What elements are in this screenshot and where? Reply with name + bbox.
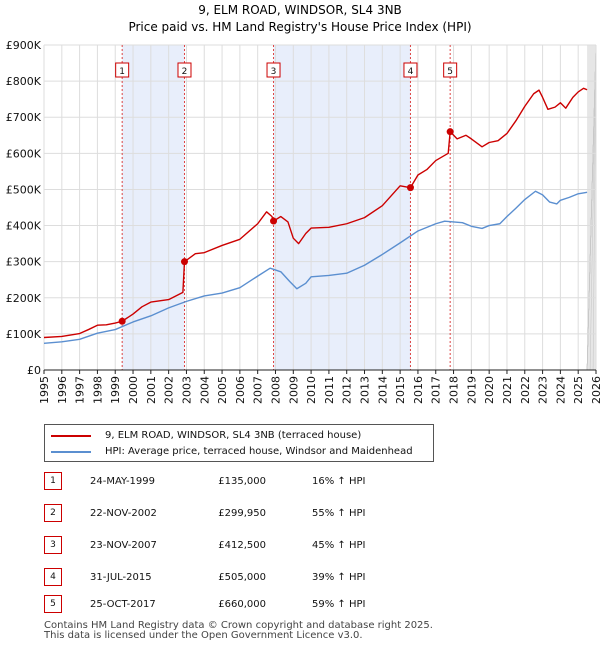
x-tick-label: 2017: [430, 376, 443, 404]
x-tick-label: 2020: [483, 376, 496, 404]
footer-licence: This data is licensed under the Open Gov…: [44, 630, 363, 641]
transaction-number: 5: [44, 595, 62, 613]
x-tick-label: 1997: [74, 376, 87, 404]
transaction-hpi-change: 55% ↑ HPI: [312, 508, 366, 519]
x-tick-label: 2015: [394, 376, 407, 404]
x-tick-label: 2006: [234, 376, 247, 404]
sale-marker-label: 5: [447, 67, 453, 77]
transaction-price: £660,000: [218, 599, 266, 610]
x-tick-label: 1999: [109, 376, 122, 404]
x-tick-label: 2003: [180, 376, 193, 404]
y-tick-label: £100K: [6, 328, 42, 341]
legend-swatch-property: [51, 435, 91, 437]
sale-marker-box: [403, 62, 418, 78]
x-tick-label: 2004: [198, 376, 211, 404]
sale-marker-box: [177, 62, 192, 78]
x-tick-label: 2024: [554, 376, 567, 404]
sale-point: [406, 184, 414, 192]
hpi-line: [43, 190, 588, 344]
transaction-row: 5 25-OCT-2017 £660,000 59% ↑ HPI: [44, 595, 464, 613]
legend-swatch-hpi: [51, 451, 91, 453]
sale-period-band: [273, 45, 411, 370]
sale-marker-label: 2: [182, 67, 188, 77]
transaction-number: 1: [44, 472, 62, 490]
x-tick-label: 2010: [305, 376, 318, 404]
transaction-price: £505,000: [218, 572, 266, 583]
transaction-price: £135,000: [218, 476, 266, 487]
x-tick-label: 2000: [127, 376, 140, 404]
x-tick-label: 1998: [91, 376, 104, 404]
y-tick-label: £800K: [6, 75, 42, 88]
sale-point: [180, 258, 188, 266]
x-tick-label: 2014: [376, 376, 389, 404]
sale-point: [446, 128, 454, 136]
x-tick-label: 2005: [216, 376, 229, 404]
sale-point: [270, 217, 278, 225]
sale-period-band: [122, 45, 185, 370]
chart-subtitle: Price paid vs. HM Land Registry's House …: [128, 20, 471, 34]
transaction-date: 25-OCT-2017: [90, 599, 156, 610]
transaction-hpi-change: 16% ↑ HPI: [312, 476, 366, 487]
footer-attribution: Contains HM Land Registry data © Crown c…: [44, 621, 433, 641]
sale-marker-label: 1: [119, 67, 125, 77]
sale-marker-label: 3: [271, 67, 277, 77]
transaction-price: £299,950: [218, 508, 266, 519]
x-tick-label: 2016: [412, 376, 425, 404]
x-tick-label: 2019: [465, 376, 478, 404]
x-tick-label: 2022: [519, 376, 532, 404]
y-tick-label: £500K: [6, 183, 42, 196]
y-tick-label: £600K: [6, 147, 42, 160]
x-tick-label: 2009: [287, 376, 300, 404]
y-tick-label: £300K: [6, 256, 42, 269]
x-tick-label: 1996: [56, 376, 69, 404]
x-tick-label: 2012: [341, 376, 354, 404]
future-hatch-line: [586, 44, 597, 371]
x-tick-label: 2007: [252, 376, 265, 404]
transaction-row: 1 24-MAY-1999 £135,000 16% ↑ HPI: [44, 472, 464, 490]
transaction-row: 2 22-NOV-2002 £299,950 55% ↑ HPI: [44, 504, 464, 522]
legend-label-hpi: HPI: Average price, terraced house, Wind…: [105, 446, 413, 457]
legend-label-property: 9, ELM ROAD, WINDSOR, SL4 3NB (terraced …: [105, 430, 362, 441]
transaction-date: 31-JUL-2015: [90, 572, 152, 583]
transaction-row: 4 31-JUL-2015 £505,000 39% ↑ HPI: [44, 568, 464, 586]
property-price-line: [43, 87, 588, 339]
footer-copyright: Contains HM Land Registry data © Crown c…: [44, 620, 433, 631]
transaction-hpi-change: 39% ↑ HPI: [312, 572, 366, 583]
x-tick-label: 2013: [359, 376, 372, 404]
transaction-number: 2: [44, 504, 62, 522]
sale-marker-label: 4: [408, 67, 414, 77]
transaction-number: 4: [44, 568, 62, 586]
x-tick-label: 2026: [590, 376, 600, 404]
future-hatch-line: [589, 44, 597, 371]
x-tick-label: 2008: [269, 376, 282, 404]
x-tick-label: 2011: [323, 376, 336, 404]
x-tick-label: 2023: [537, 376, 550, 404]
transaction-date: 23-NOV-2007: [90, 540, 157, 551]
x-tick-label: 2025: [572, 376, 585, 404]
sale-point: [118, 317, 126, 325]
x-tick-label: 2001: [145, 376, 158, 404]
transaction-hpi-change: 59% ↑ HPI: [312, 599, 366, 610]
x-tick-label: 2018: [448, 376, 461, 404]
y-tick-label: £900K: [6, 39, 42, 52]
transaction-number: 3: [44, 536, 62, 554]
x-tick-label: 2002: [163, 376, 176, 404]
transaction-hpi-change: 45% ↑ HPI: [312, 540, 366, 551]
transaction-date: 22-NOV-2002: [90, 508, 157, 519]
y-tick-label: £700K: [6, 111, 42, 124]
y-tick-label: £0: [27, 364, 41, 377]
price-chart: 9, ELM ROAD, WINDSOR, SL4 3NB Price paid…: [6, 3, 600, 404]
y-tick-label: £200K: [6, 292, 42, 305]
x-tick-label: 2021: [501, 376, 514, 404]
chart-title: 9, ELM ROAD, WINDSOR, SL4 3NB: [198, 3, 402, 17]
transaction-row: 3 23-NOV-2007 £412,500 45% ↑ HPI: [44, 536, 464, 554]
sale-marker-box: [266, 62, 281, 78]
x-tick-label: 1995: [38, 376, 51, 404]
transaction-price: £412,500: [218, 540, 266, 551]
sale-marker-box: [443, 62, 458, 78]
chart-legend: 9, ELM ROAD, WINDSOR, SL4 3NB (terraced …: [44, 424, 434, 462]
transaction-date: 24-MAY-1999: [90, 476, 156, 487]
sale-marker-box: [115, 62, 130, 78]
y-tick-label: £400K: [6, 220, 42, 233]
